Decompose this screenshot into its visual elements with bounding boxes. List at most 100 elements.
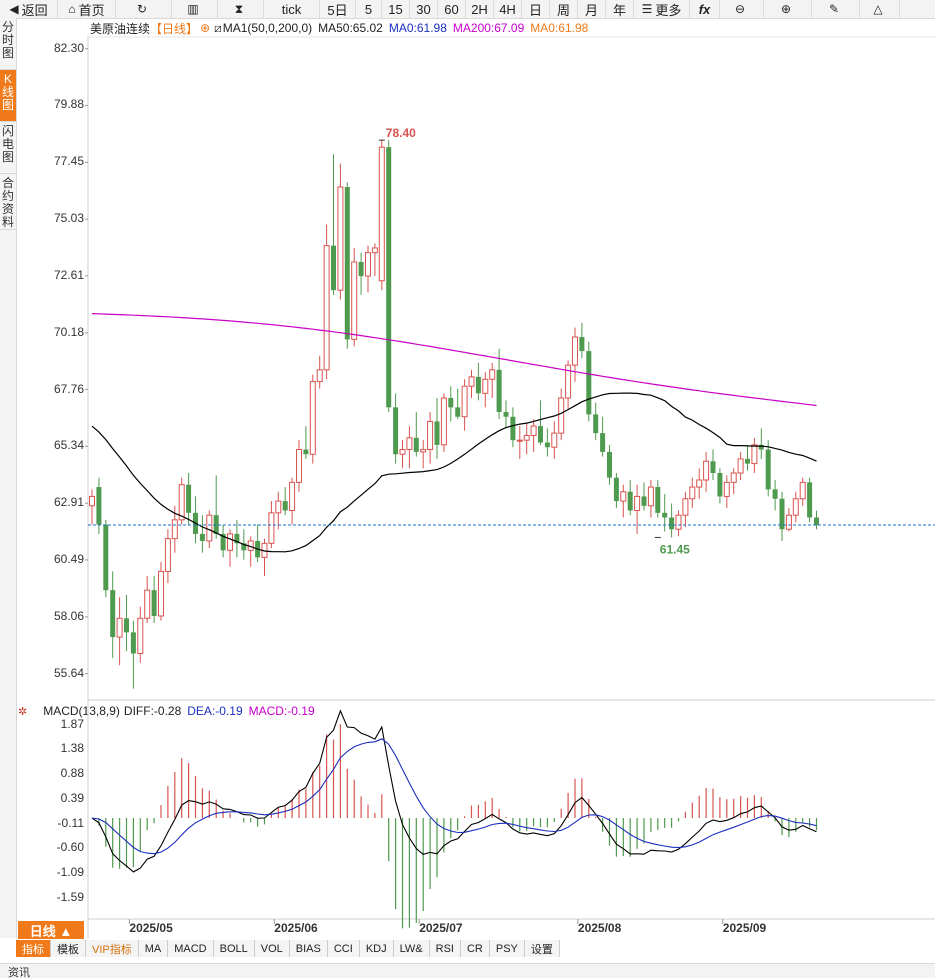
bar-chart-button[interactable]: ▥ <box>172 0 218 18</box>
price-y-tick: 58.06 <box>53 608 84 623</box>
indicator-tab-3[interactable]: MA <box>138 940 169 957</box>
indicator-tab-14[interactable]: 设置 <box>524 940 560 957</box>
macd-y-tick: -1.09 <box>56 864 84 879</box>
indicator-tab-5[interactable]: BOLL <box>213 940 255 957</box>
macd-settings-icon[interactable]: ✲ <box>18 705 28 718</box>
back-button-label: 返回 <box>21 2 48 18</box>
indicator-tab-13[interactable]: PSY <box>489 940 525 957</box>
home-button[interactable]: ⌂ 首页 <box>58 0 116 18</box>
candle-button[interactable]: ⧗ <box>218 0 264 18</box>
candle-body <box>758 444 764 450</box>
price-y-tick: 82.30 <box>53 40 84 55</box>
price-y-tick: 72.61 <box>53 267 84 282</box>
candle-body <box>799 481 806 500</box>
zoom-in-button[interactable]: ⊕ <box>764 0 812 18</box>
period-4h[interactable]: 4H <box>494 0 522 18</box>
period-15-label: 15 <box>388 1 403 17</box>
period-day[interactable]: 日 <box>522 0 550 18</box>
indicator-tab-6[interactable]: VOL <box>254 940 290 957</box>
candle-body <box>785 514 792 530</box>
macd-legend: ✲ MACD(13,8,9) DIFF:-0.28 DEA:-0.19 MACD… <box>18 703 321 719</box>
period-week[interactable]: 周 <box>550 0 578 18</box>
indicator-tab-10[interactable]: LW& <box>393 940 430 957</box>
period-day-label: 日 <box>528 2 542 18</box>
candle-body <box>675 514 682 530</box>
period-15[interactable]: 15 <box>382 0 410 18</box>
candle-body <box>220 533 226 551</box>
back-icon: ◀ <box>9 2 19 16</box>
zoom-out-icon: ⊖ <box>734 2 746 16</box>
sidebar-tab-3[interactable]: 合约资料 <box>0 176 16 230</box>
period-2h[interactable]: 2H <box>466 0 494 18</box>
x-tick-label: 2025/08 <box>577 921 622 935</box>
price-y-tick: 60.49 <box>53 551 84 566</box>
indicator-tab-9[interactable]: KDJ <box>359 940 394 957</box>
price-y-tick: 75.03 <box>53 211 84 226</box>
ma0-value-blue: MA0:61.98 <box>388 21 447 35</box>
indicator-tab-12[interactable]: CR <box>460 940 490 957</box>
period-selector-button[interactable]: 日线 ▲ <box>18 921 84 939</box>
indicator-tab-4[interactable]: MACD <box>168 940 214 957</box>
candle-body <box>448 397 454 408</box>
period-tick[interactable]: tick <box>264 0 320 18</box>
zoom-out-button[interactable]: ⊖ <box>720 0 764 18</box>
indicator-tab-1[interactable]: 模板 <box>51 940 86 957</box>
candle-body <box>358 262 364 277</box>
macd-dea-value: DEA:-0.19 <box>187 704 243 718</box>
candle-body <box>455 407 461 417</box>
candle-body <box>331 245 336 291</box>
more-button[interactable]: ☰ 更多 <box>634 0 690 18</box>
period-30[interactable]: 30 <box>410 0 438 18</box>
indicator-icon[interactable]: ⧄ <box>214 20 222 35</box>
home-button-label: 首页 <box>78 2 105 18</box>
sidebar-tab-2[interactable]: 闪电图 <box>0 122 16 174</box>
refresh-button[interactable]: ↻ <box>116 0 172 18</box>
back-button[interactable]: ◀ 返回 <box>0 0 58 18</box>
candle-body <box>682 498 689 516</box>
candle-body <box>696 479 703 488</box>
macd-diff-value: DIFF:-0.28 <box>123 704 182 718</box>
candle-body <box>103 524 109 591</box>
indicator-tab-11[interactable]: RSI <box>429 940 461 957</box>
price-y-tick: 70.18 <box>53 324 84 339</box>
formula-button[interactable]: fx <box>690 0 720 18</box>
indicator-tab-8[interactable]: CCI <box>327 940 360 957</box>
sidebar-tab-0[interactable]: 分时图 <box>0 18 16 70</box>
candle-body <box>607 451 612 478</box>
candle-body <box>213 515 219 534</box>
sidebar-tab-1[interactable]: K线图 <box>0 70 16 122</box>
macd-definition: MACD(13,8,9) <box>43 704 120 718</box>
candle-body <box>689 486 696 500</box>
candle-body <box>434 421 440 445</box>
draw-button[interactable]: ✎ <box>812 0 860 18</box>
period-year[interactable]: 年 <box>606 0 634 18</box>
x-tick-label: 2025/07 <box>419 921 463 935</box>
period-month[interactable]: 月 <box>578 0 606 18</box>
period-5-label: 5 <box>364 1 373 17</box>
indicator-tab-7[interactable]: BIAS <box>289 940 328 957</box>
period-30-label: 30 <box>416 1 431 17</box>
candle-body <box>530 425 537 436</box>
price-y-tick: 65.34 <box>53 438 84 453</box>
period-5[interactable]: 5 <box>356 0 382 18</box>
settings-icon[interactable]: ⊕ <box>200 21 211 35</box>
candle-body <box>158 570 164 617</box>
period-5day-label: 5日 <box>327 2 348 18</box>
formula-button-label: fx <box>698 1 711 17</box>
indicator-tab-0[interactable]: 指标 <box>16 940 51 957</box>
period-5day[interactable]: 5日 <box>320 0 356 18</box>
candle-body <box>399 449 406 455</box>
period-60[interactable]: 60 <box>438 0 466 18</box>
triangle-button[interactable]: △ <box>860 0 900 18</box>
indicator-tab-2[interactable]: VIP指标 <box>86 940 139 957</box>
candle-body <box>393 407 399 455</box>
candle-body <box>814 517 819 526</box>
status-text[interactable]: 资讯 <box>8 967 30 979</box>
candle-body <box>779 498 785 530</box>
candle-body <box>717 472 723 497</box>
candle-body <box>745 458 750 464</box>
candle-body <box>268 512 275 544</box>
candle-body <box>510 416 516 441</box>
candle-body <box>440 397 447 446</box>
